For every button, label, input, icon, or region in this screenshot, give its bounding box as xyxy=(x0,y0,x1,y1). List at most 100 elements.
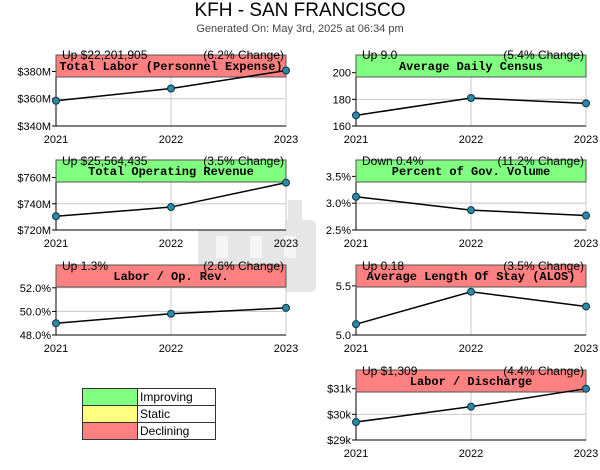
summary-percent-labor-discharge: (4.4% Change) xyxy=(503,364,584,378)
y-tick-label: $740M xyxy=(17,199,51,211)
y-tick-label: 3.0% xyxy=(326,198,351,210)
x-tick-label: 2023 xyxy=(574,448,598,460)
chart-title: Total Operating Revenue xyxy=(88,165,254,179)
data-point xyxy=(467,287,475,296)
summary-percent-total-operating-revenue: (3.5% Change) xyxy=(203,154,284,168)
chart-percent-of-gov-volume: 2.5% 3.0% 3.5% 2021 2022 2023 Percent of Gov. … xyxy=(326,159,598,250)
x-tick-label: 2022 xyxy=(459,134,483,146)
summary-change-labor-discharge: Up $1,309 xyxy=(362,364,418,378)
x-tick-label: 2022 xyxy=(459,343,483,355)
y-tick-label: $340M xyxy=(17,121,51,133)
chart-total-operating-revenue: $720M $740M $760M 2021 2022 2023 Total Operati… xyxy=(17,159,298,250)
data-point xyxy=(352,192,360,201)
summary-change-average-length-of-stay-alos: Up 0.18 xyxy=(362,259,405,273)
chart-title-banner xyxy=(55,159,287,183)
chart-title-banner xyxy=(355,264,587,288)
chart-title-banner xyxy=(355,369,587,393)
y-tick-label: 52.0% xyxy=(20,283,51,295)
summary-percent-total-labor-personnel-expense: (6.2% Change) xyxy=(203,48,284,62)
x-tick-label: 2021 xyxy=(344,134,368,146)
chart-title: Percent of Gov. Volume xyxy=(392,165,550,179)
chart-title: Average Daily Census xyxy=(399,60,543,74)
legend-item-improving: Improving xyxy=(82,388,216,406)
data-point xyxy=(467,94,475,102)
y-tick-label: 160 xyxy=(333,121,351,133)
x-tick-label: 2021 xyxy=(344,238,368,250)
x-tick-label: 2023 xyxy=(274,343,298,355)
chart-title: Total Labor (Personnel Expense) xyxy=(59,60,282,74)
page-title: KFH - SAN FRANCISCO xyxy=(194,0,406,21)
summary-change-average-daily-census: Up 9.0 xyxy=(362,48,398,62)
x-tick-label: 2021 xyxy=(44,343,68,355)
x-tick-label: 2021 xyxy=(344,448,368,460)
data-point xyxy=(52,96,60,105)
x-tick-label: 2022 xyxy=(159,343,183,355)
legend-swatch-static xyxy=(82,405,138,423)
legend-swatch-improving xyxy=(82,388,138,406)
data-point xyxy=(52,319,60,328)
x-tick-label: 2021 xyxy=(44,238,68,250)
data-point xyxy=(167,309,175,318)
y-tick-label: $29k xyxy=(327,435,351,447)
generated-timestamp: Generated On: May 3rd, 2025 at 06:34 pm xyxy=(196,23,404,35)
y-tick-label: 3.5% xyxy=(326,171,351,183)
chart-labor-discharge: $29k $30k $31k 2021 2022 2023 Labor / Discharg… xyxy=(327,369,598,460)
x-tick-label: 2023 xyxy=(574,134,598,146)
data-point xyxy=(467,206,475,215)
chart-title: Labor / Discharge xyxy=(410,375,532,389)
x-tick-label: 2021 xyxy=(44,134,68,146)
y-tick-label: $380M xyxy=(17,66,51,78)
data-point xyxy=(352,418,360,427)
x-tick-label: 2022 xyxy=(459,448,483,460)
y-tick-label: $760M xyxy=(17,173,51,185)
x-tick-label: 2022 xyxy=(159,238,183,250)
data-point xyxy=(282,66,290,75)
summary-change-labor-op-rev: Up 1.3% xyxy=(62,259,109,273)
legend-swatch-declining xyxy=(82,422,138,440)
legend-item-declining: Declining xyxy=(82,422,216,440)
data-point xyxy=(352,320,360,329)
chart-average-length-of-stay-alos: 5.0 5.5 2021 2022 2023 Average Length Of Stay… xyxy=(336,264,598,355)
x-tick-label: 2023 xyxy=(274,134,298,146)
chart-title-banner xyxy=(55,264,287,288)
summary-percent-percent-of-gov-volume: (11.2% Change) xyxy=(497,154,585,168)
data-point xyxy=(582,384,590,393)
legend-label-declining: Declining xyxy=(137,422,216,440)
summary-change-percent-of-gov-volume: Down 0.4% xyxy=(362,154,424,168)
chart-average-daily-census: 160 180 200 2021 2022 2023 Average Daily Censu… xyxy=(333,54,598,146)
y-tick-label: $720M xyxy=(17,225,51,237)
legend-label-static: Static xyxy=(137,405,216,423)
y-tick-label: $30k xyxy=(327,409,351,421)
x-tick-label: 2023 xyxy=(274,238,298,250)
data-point xyxy=(582,211,590,220)
legend-label-improving: Improving xyxy=(137,388,216,406)
y-tick-label: 200 xyxy=(333,68,351,80)
data-point xyxy=(582,302,590,311)
data-point xyxy=(282,178,290,187)
chart-title-banner xyxy=(355,159,587,183)
chart-title: Labor / Op. Rev. xyxy=(113,270,228,284)
data-point xyxy=(467,402,475,411)
y-tick-label: 50.0% xyxy=(20,306,51,318)
x-tick-label: 2023 xyxy=(574,343,598,355)
summary-change-total-labor-personnel-expense: Up $22,201,905 xyxy=(62,48,148,62)
chart-title-banner xyxy=(55,54,287,78)
legend: Improving Static Declining xyxy=(82,388,216,440)
y-tick-label: $31k xyxy=(327,384,351,396)
summary-percent-average-daily-census: (5.4% Change) xyxy=(503,48,584,62)
x-tick-label: 2023 xyxy=(574,238,598,250)
chart-labor-op-rev: 48.0% 50.0% 52.0% 2021 2022 2023 Labor / Op. R… xyxy=(20,264,298,355)
data-point xyxy=(167,84,175,93)
x-tick-label: 2022 xyxy=(459,238,483,250)
legend-item-static: Static xyxy=(82,405,216,423)
data-point xyxy=(282,303,290,312)
data-point xyxy=(582,99,590,108)
x-tick-label: 2022 xyxy=(159,134,183,146)
chart-total-labor-personnel-expense: $340M $360M $380M 2021 2022 2023 Total Labor (… xyxy=(17,54,298,146)
x-tick-label: 2021 xyxy=(344,343,368,355)
data-point xyxy=(167,203,175,212)
y-tick-label: 5.5 xyxy=(336,281,351,293)
chart-title: Average Length Of Stay (ALOS) xyxy=(367,270,576,284)
